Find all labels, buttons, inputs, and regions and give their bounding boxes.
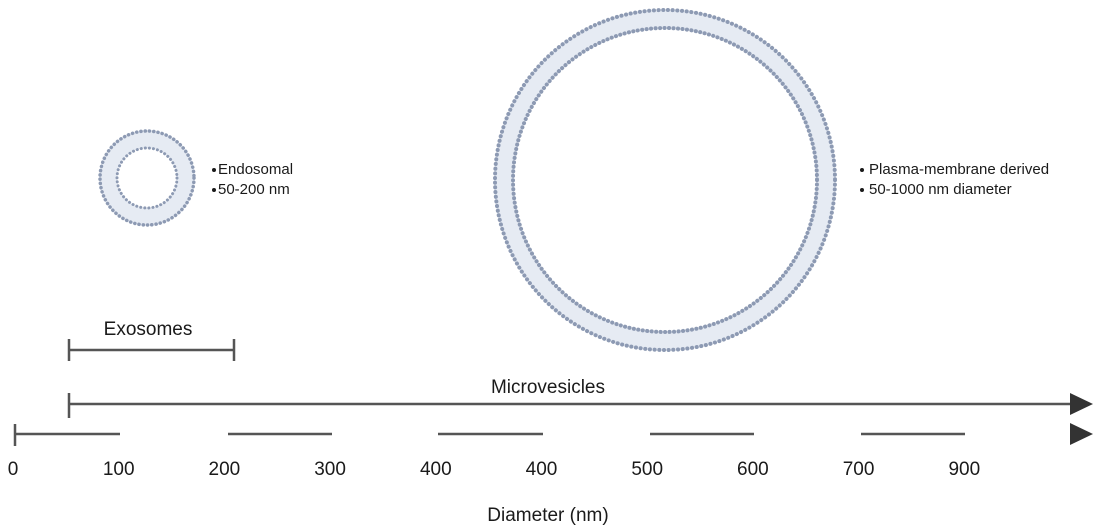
axis-label: 600: [737, 459, 769, 480]
diagram: Endosomal 50-200 nm Plasma-membrane deri…: [0, 0, 1097, 529]
axis-label: 400: [526, 459, 558, 480]
axis-title: Diameter (nm): [487, 505, 608, 526]
note-line: Plasma-membrane derived: [869, 161, 1049, 178]
diameter-axis: Diameter (nm) 0 100 200 300 400 400 500 600 700 9…: [8, 423, 1093, 526]
microvesicle-note: Plasma-membrane derived 50-1000 nm diame…: [860, 161, 1049, 198]
axis-label: 700: [843, 459, 875, 480]
exosome-range: Exosomes: [69, 319, 234, 361]
range-label: Exosomes: [104, 319, 193, 340]
axis-label: 0: [8, 459, 19, 480]
axis-label: 300: [314, 459, 346, 480]
note-line: Endosomal: [218, 161, 293, 178]
axis-label: 100: [103, 459, 135, 480]
microvesicle: [495, 10, 835, 350]
axis-label: 500: [631, 459, 663, 480]
exosome-vesicle: [100, 131, 194, 225]
axis-label: 400: [420, 459, 452, 480]
note-line: 50-1000 nm diameter: [869, 181, 1012, 198]
axis-label: 900: [948, 459, 980, 480]
microvesicle-range: Microvesicles: [69, 377, 1093, 418]
exosome-note: Endosomal 50-200 nm: [212, 161, 293, 198]
range-label: Microvesicles: [491, 377, 605, 398]
note-line: 50-200 nm: [218, 181, 290, 198]
axis-label: 200: [209, 459, 241, 480]
